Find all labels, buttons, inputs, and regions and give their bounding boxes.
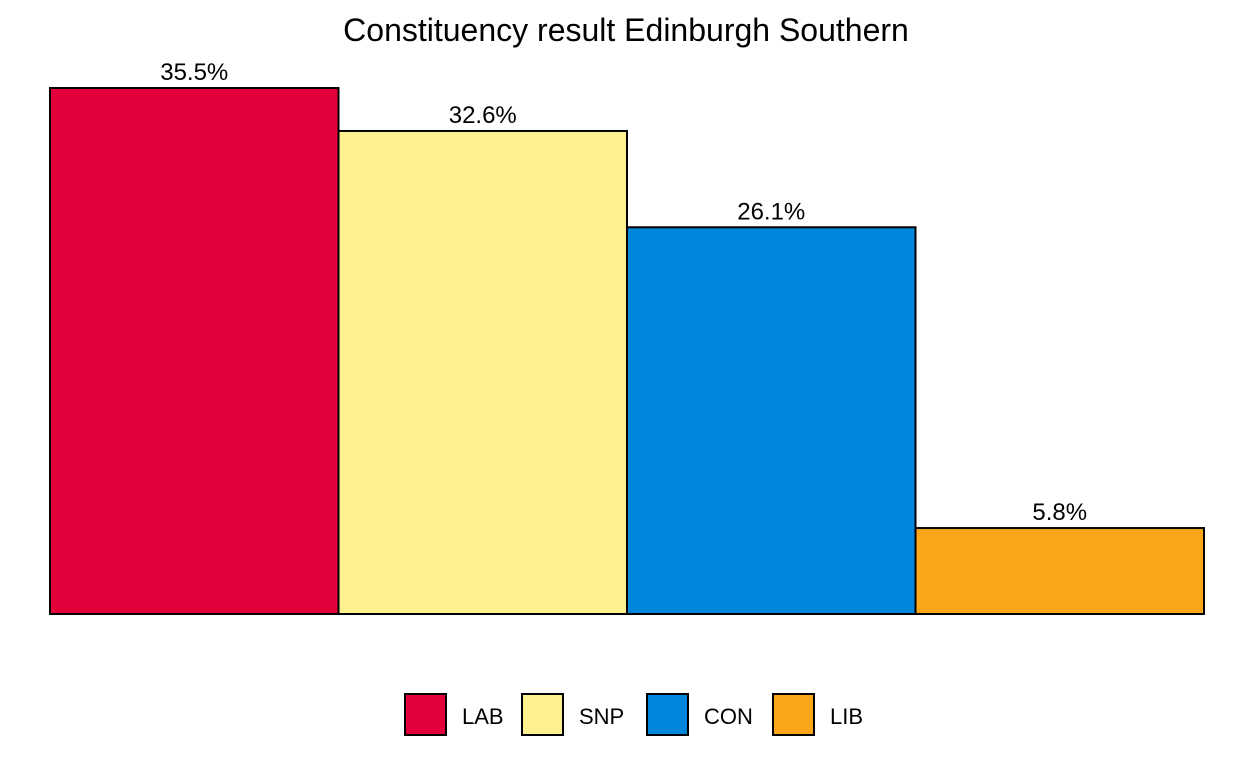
bar-snp	[337, 129, 628, 615]
legend-label-lib: LIB	[830, 704, 863, 729]
legend-item-snp: SNP	[521, 693, 624, 736]
chart-title: Constituency result Edinburgh Southern	[343, 12, 909, 48]
legend-label-lab: LAB	[462, 704, 504, 729]
data-labels-layer: 35.5% 32.6% 26.1% 5.8%	[160, 59, 1087, 526]
bars-layer	[49, 87, 1205, 615]
bar-con	[626, 226, 917, 615]
legend-swatch-lib	[772, 693, 815, 736]
bar-lab	[49, 87, 340, 615]
data-label-snp: 32.6%	[449, 102, 517, 129]
legend-item-con: CON	[646, 693, 753, 736]
legend-item-lab: LAB	[404, 693, 504, 736]
legend-swatch-con	[646, 693, 689, 736]
legend-swatch-snp	[521, 693, 564, 736]
data-label-con: 26.1%	[737, 198, 805, 225]
legend-swatch-lab	[404, 693, 447, 736]
legend-label-snp: SNP	[579, 704, 624, 729]
legend: LAB SNP CON LIB	[404, 693, 863, 736]
bar-lib	[914, 527, 1205, 615]
legend-label-con: CON	[704, 704, 753, 729]
data-label-lab: 35.5%	[160, 59, 228, 86]
data-label-lib: 5.8%	[1032, 499, 1087, 526]
legend-item-lib: LIB	[772, 693, 863, 736]
